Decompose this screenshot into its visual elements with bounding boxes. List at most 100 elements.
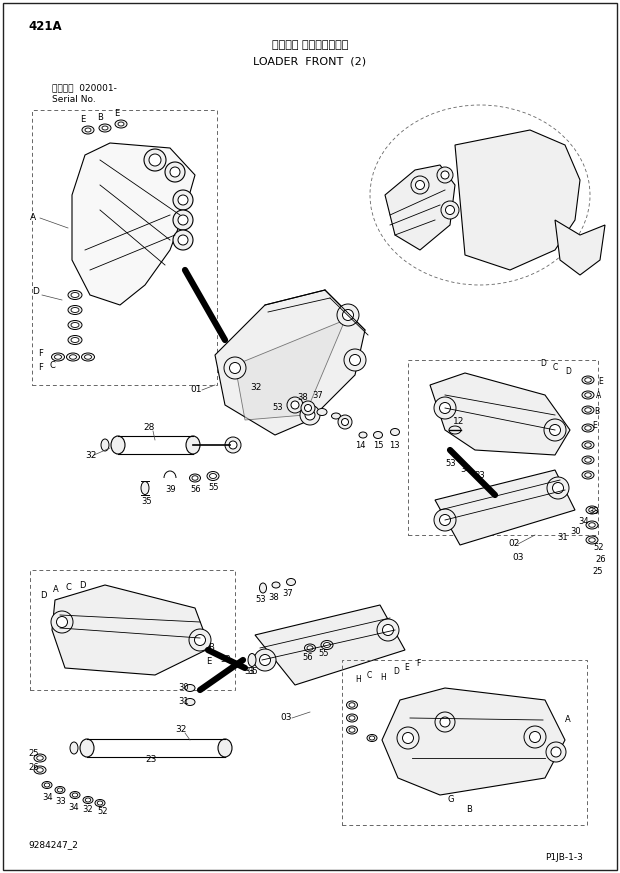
Circle shape xyxy=(435,712,455,732)
Text: 35: 35 xyxy=(141,497,152,505)
Polygon shape xyxy=(435,470,575,545)
Ellipse shape xyxy=(68,306,82,314)
Ellipse shape xyxy=(582,391,594,399)
Ellipse shape xyxy=(70,792,80,799)
Text: B: B xyxy=(208,643,214,652)
Ellipse shape xyxy=(207,471,219,480)
Ellipse shape xyxy=(585,378,591,382)
Circle shape xyxy=(173,230,193,250)
Text: B: B xyxy=(594,407,599,416)
Circle shape xyxy=(402,732,414,744)
Ellipse shape xyxy=(349,716,355,720)
Ellipse shape xyxy=(332,413,340,419)
Circle shape xyxy=(229,441,237,449)
Text: F: F xyxy=(38,362,43,372)
Text: B: B xyxy=(97,113,103,121)
Text: E: E xyxy=(80,115,86,125)
Ellipse shape xyxy=(347,701,358,709)
Text: 33: 33 xyxy=(55,798,66,807)
Text: 53: 53 xyxy=(220,656,231,664)
Ellipse shape xyxy=(95,800,105,807)
Text: 03: 03 xyxy=(512,553,523,562)
Text: 26: 26 xyxy=(28,762,38,772)
Text: 56: 56 xyxy=(302,652,312,662)
Circle shape xyxy=(300,405,320,425)
Text: E: E xyxy=(404,663,409,672)
Circle shape xyxy=(547,477,569,499)
Ellipse shape xyxy=(307,646,313,650)
Text: 30: 30 xyxy=(178,684,188,692)
Bar xyxy=(32,110,217,385)
Circle shape xyxy=(189,629,211,651)
Circle shape xyxy=(350,354,360,366)
Ellipse shape xyxy=(391,429,399,436)
Ellipse shape xyxy=(286,579,296,586)
Ellipse shape xyxy=(55,787,65,794)
Text: 39: 39 xyxy=(165,485,175,494)
Ellipse shape xyxy=(589,523,595,527)
Ellipse shape xyxy=(304,644,316,652)
Circle shape xyxy=(144,149,166,171)
Ellipse shape xyxy=(582,376,594,384)
Circle shape xyxy=(195,635,205,645)
Ellipse shape xyxy=(71,307,79,313)
Ellipse shape xyxy=(37,756,43,760)
Text: 9284247_2: 9284247_2 xyxy=(28,841,78,849)
Text: 25: 25 xyxy=(28,750,38,759)
Ellipse shape xyxy=(85,128,91,132)
Text: 32: 32 xyxy=(85,450,96,459)
Circle shape xyxy=(170,167,180,177)
Text: 32: 32 xyxy=(82,806,92,815)
Ellipse shape xyxy=(367,734,377,741)
Text: 52: 52 xyxy=(593,544,603,553)
Text: 38: 38 xyxy=(268,593,279,601)
Ellipse shape xyxy=(69,354,76,360)
Text: E: E xyxy=(206,657,211,666)
Text: Serial No.: Serial No. xyxy=(52,94,95,104)
Circle shape xyxy=(224,357,246,379)
Circle shape xyxy=(301,401,315,415)
Circle shape xyxy=(337,304,359,326)
Circle shape xyxy=(291,401,299,409)
Text: 37: 37 xyxy=(312,390,323,400)
Circle shape xyxy=(440,514,451,526)
Text: 56: 56 xyxy=(190,485,201,493)
Ellipse shape xyxy=(51,353,64,361)
Text: C: C xyxy=(50,361,56,370)
Circle shape xyxy=(397,727,419,749)
Ellipse shape xyxy=(585,426,591,430)
Circle shape xyxy=(305,410,315,420)
Ellipse shape xyxy=(34,766,46,774)
Ellipse shape xyxy=(71,292,79,298)
Ellipse shape xyxy=(97,801,103,805)
Ellipse shape xyxy=(68,291,82,299)
Circle shape xyxy=(342,310,353,320)
Circle shape xyxy=(551,747,561,757)
Circle shape xyxy=(440,402,451,414)
Text: H: H xyxy=(355,676,361,684)
Circle shape xyxy=(178,215,188,225)
Text: D: D xyxy=(79,581,86,589)
Circle shape xyxy=(383,624,394,636)
Ellipse shape xyxy=(321,641,333,650)
Circle shape xyxy=(173,210,193,230)
Ellipse shape xyxy=(71,338,79,342)
Polygon shape xyxy=(430,373,570,455)
Text: 34: 34 xyxy=(232,661,242,670)
Text: 33: 33 xyxy=(588,507,599,517)
Circle shape xyxy=(260,655,270,665)
Circle shape xyxy=(446,205,454,215)
Ellipse shape xyxy=(373,431,383,438)
Text: 15: 15 xyxy=(373,442,384,450)
Circle shape xyxy=(546,742,566,762)
Circle shape xyxy=(544,419,566,441)
Ellipse shape xyxy=(118,122,124,126)
Ellipse shape xyxy=(101,439,109,451)
Text: 35: 35 xyxy=(247,668,258,677)
Ellipse shape xyxy=(83,796,93,803)
Ellipse shape xyxy=(70,742,78,754)
Circle shape xyxy=(437,167,453,183)
Text: 03: 03 xyxy=(280,713,291,723)
Ellipse shape xyxy=(34,754,46,762)
Text: 52: 52 xyxy=(97,808,107,816)
